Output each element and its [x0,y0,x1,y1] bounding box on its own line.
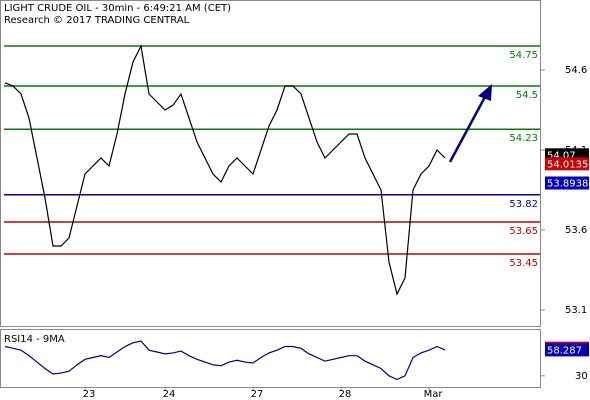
x-tick-label: 24 [163,389,176,400]
arrow-head [478,84,492,101]
price-marker-label: 53.8938 [547,178,588,189]
level-label: 53.65 [509,226,538,237]
price-marker-label: 58.287 [547,345,582,356]
x-tick-label: 27 [251,389,264,400]
x-tick-label: 23 [83,389,96,400]
price-line [4,340,446,381]
x-tick-label: Mar [424,389,444,400]
price-panel [0,0,541,327]
price-marker-label: 54.0135 [547,159,588,170]
price-line [4,44,446,296]
level-label: 54.5 [516,90,538,101]
x-tick-label: 28 [339,389,352,400]
chart-title: LIGHT CRUDE OIL - 30min - 6:49:21 AM (CE… [4,3,231,14]
arrow [448,84,492,163]
level-label: 53.45 [509,258,538,269]
y-tick-label: 54.6 [565,65,587,76]
chart-subtitle: Research © 2017 TRADING CENTRAL [4,15,190,26]
price-marker [545,157,589,171]
y-tick-label: 53.6 [565,225,587,236]
level-label: 54.75 [509,50,538,61]
arrow-shaft [448,94,488,163]
indicator-panel [0,329,541,388]
plot: 53.153.654.154.623242728Mar54.7554.554.2… [4,44,589,400]
y-tick-label: 53.1 [565,305,587,316]
level-label: 53.82 [509,199,538,210]
price-marker [545,176,589,190]
price-marker [545,343,589,357]
level-label: 54.23 [509,133,538,144]
price-marker-label: 54.07 [547,150,576,161]
indicator-tick-label: 30 [575,371,588,382]
indicator-title: RSI14 - 9MA [4,334,65,345]
